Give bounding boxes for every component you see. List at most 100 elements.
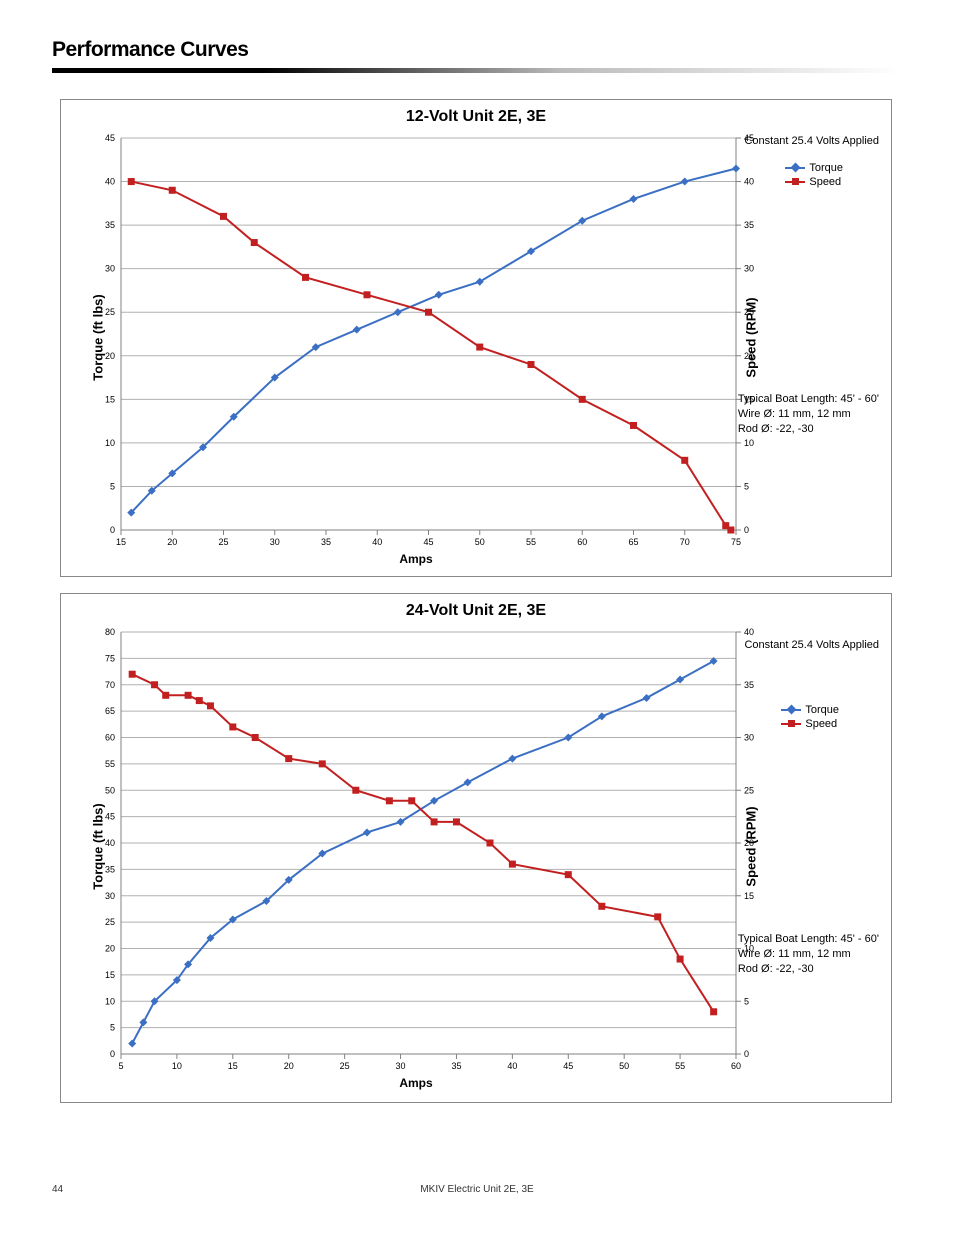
legend-speed-label: Speed <box>809 176 841 188</box>
svg-text:30: 30 <box>105 264 115 274</box>
chart1-note-rod: Rod Ø: -22, -30 <box>738 422 879 437</box>
svg-text:50: 50 <box>105 785 115 795</box>
svg-text:65: 65 <box>105 706 115 716</box>
chart2-plot: 0510152025303540455055606570758005101520… <box>61 624 891 1074</box>
chart2-note-rod: Rod Ø: -22, -30 <box>738 962 879 977</box>
svg-text:0: 0 <box>110 1049 115 1059</box>
svg-text:65: 65 <box>628 537 638 547</box>
svg-text:0: 0 <box>744 1049 749 1059</box>
svg-text:70: 70 <box>105 680 115 690</box>
chart-12v: 12-Volt Unit 2E, 3E 0 5 10 15 20 25 30 35 40 45 0 5… <box>60 99 892 577</box>
legend2-speed: Speed <box>781 718 839 730</box>
chart1-note-top: Constant 25.4 Volts Applied <box>744 134 879 149</box>
svg-text:30: 30 <box>744 264 754 274</box>
svg-text:40: 40 <box>372 537 382 547</box>
svg-text:75: 75 <box>731 537 741 547</box>
legend-torque: Torque <box>785 162 843 174</box>
legend-speed: Speed <box>785 176 843 188</box>
svg-text:0: 0 <box>110 525 115 535</box>
svg-text:55: 55 <box>105 759 115 769</box>
svg-text:25: 25 <box>340 1061 350 1071</box>
svg-text:5: 5 <box>744 481 749 491</box>
chart2-note-specs: Typical Boat Length: 45' - 60' Wire Ø: 1… <box>738 932 879 977</box>
chart1-note-specs: Typical Boat Length: 45' - 60' Wire Ø: 1… <box>738 392 879 437</box>
svg-text:5: 5 <box>118 1061 123 1071</box>
chart2-title: 24-Volt Unit 2E, 3E <box>61 602 891 620</box>
chart2-ylabel: Torque (ft lbs) <box>91 803 106 889</box>
svg-text:30: 30 <box>105 891 115 901</box>
svg-text:35: 35 <box>744 220 754 230</box>
svg-text:20: 20 <box>167 537 177 547</box>
chart2-note-wire: Wire Ø: 11 mm, 12 mm <box>738 947 879 962</box>
chart1-y2label: Speed (RPM) <box>744 297 759 377</box>
svg-text:50: 50 <box>475 537 485 547</box>
chart1-note-boat: Typical Boat Length: 45' - 60' <box>738 392 879 407</box>
legend2-torque: Torque <box>781 704 839 716</box>
chart2-note-top: Constant 25.4 Volts Applied <box>744 638 879 653</box>
section-rule <box>52 68 902 73</box>
legend2-torque-label: Torque <box>805 704 839 716</box>
svg-text:10: 10 <box>172 1061 182 1071</box>
svg-text:45: 45 <box>105 812 115 822</box>
chart1-ylabel: Torque (ft lbs) <box>91 294 106 380</box>
svg-text:15: 15 <box>105 394 115 404</box>
page-number: 44 <box>52 1184 63 1195</box>
svg-text:75: 75 <box>105 653 115 663</box>
svg-text:25: 25 <box>105 917 115 927</box>
svg-text:60: 60 <box>731 1061 741 1071</box>
svg-text:15: 15 <box>116 537 126 547</box>
svg-text:5: 5 <box>110 1023 115 1033</box>
chart-24v: 24-Volt Unit 2E, 3E 05101520253035404550… <box>60 593 892 1103</box>
svg-text:20: 20 <box>105 944 115 954</box>
svg-text:15: 15 <box>744 891 754 901</box>
chart2-y2label: Speed (RPM) <box>744 806 759 886</box>
svg-text:20: 20 <box>105 351 115 361</box>
svg-text:25: 25 <box>218 537 228 547</box>
svg-text:40: 40 <box>105 177 115 187</box>
svg-text:35: 35 <box>451 1061 461 1071</box>
svg-text:15: 15 <box>228 1061 238 1071</box>
chart2-note-boat: Typical Boat Length: 45' - 60' <box>738 932 879 947</box>
svg-text:35: 35 <box>744 680 754 690</box>
chart1-note-wire: Wire Ø: 11 mm, 12 mm <box>738 407 879 422</box>
svg-text:40: 40 <box>744 627 754 637</box>
svg-text:30: 30 <box>270 537 280 547</box>
svg-text:10: 10 <box>105 996 115 1006</box>
footer-title: MKIV Electric Unit 2E, 3E <box>52 1184 902 1195</box>
svg-text:40: 40 <box>105 838 115 848</box>
svg-text:55: 55 <box>526 537 536 547</box>
legend2-speed-label: Speed <box>805 718 837 730</box>
svg-text:25: 25 <box>744 785 754 795</box>
svg-text:10: 10 <box>105 438 115 448</box>
section-title: Performance Curves <box>52 38 902 62</box>
svg-text:5: 5 <box>110 481 115 491</box>
svg-text:40: 40 <box>744 177 754 187</box>
svg-text:35: 35 <box>105 864 115 874</box>
svg-text:60: 60 <box>577 537 587 547</box>
svg-text:55: 55 <box>675 1061 685 1071</box>
svg-text:45: 45 <box>563 1061 573 1071</box>
svg-text:40: 40 <box>507 1061 517 1071</box>
svg-text:45: 45 <box>105 133 115 143</box>
page-footer: 44 MKIV Electric Unit 2E, 3E <box>52 1184 902 1195</box>
svg-text:30: 30 <box>744 733 754 743</box>
chart2-legend: Torque Speed <box>781 704 839 732</box>
chart2-xlabel: Amps <box>0 1076 891 1090</box>
svg-text:60: 60 <box>105 733 115 743</box>
svg-text:0: 0 <box>744 525 749 535</box>
svg-text:50: 50 <box>619 1061 629 1071</box>
svg-text:25: 25 <box>105 307 115 317</box>
chart1-title: 12-Volt Unit 2E, 3E <box>61 108 891 126</box>
svg-text:10: 10 <box>744 438 754 448</box>
svg-text:30: 30 <box>396 1061 406 1071</box>
svg-text:80: 80 <box>105 627 115 637</box>
svg-text:45: 45 <box>423 537 433 547</box>
svg-text:5: 5 <box>744 996 749 1006</box>
svg-text:35: 35 <box>321 537 331 547</box>
legend-torque-label: Torque <box>809 162 843 174</box>
chart1-plot: 0510152025303540450510152025303540451520… <box>61 130 891 550</box>
chart1-legend: Torque Speed <box>785 162 843 190</box>
svg-text:35: 35 <box>105 220 115 230</box>
svg-text:15: 15 <box>105 970 115 980</box>
chart1-xlabel: Amps <box>0 552 891 566</box>
